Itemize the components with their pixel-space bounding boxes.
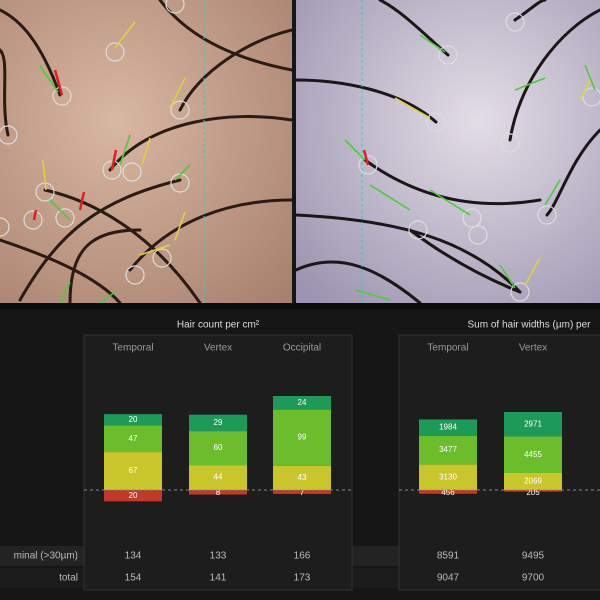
category-label: Occipital [283, 343, 321, 354]
row-value: 9700 [522, 573, 545, 584]
row-value: 166 [294, 551, 311, 562]
segment-label: 24 [298, 398, 307, 407]
segment-label: 456 [441, 488, 455, 497]
bar-segment [189, 490, 247, 495]
category-label: Temporal [427, 343, 468, 354]
bar-segment [504, 490, 562, 492]
segment-label: 2069 [524, 477, 542, 486]
segment-label: 43 [298, 473, 307, 482]
bar-segment [104, 425, 162, 453]
bar-segment [419, 419, 477, 436]
bar-segment [273, 490, 331, 494]
bar-segment [419, 490, 477, 494]
bar-segment [104, 490, 162, 502]
scalp-image-right [296, 0, 600, 303]
scalp-image-left [0, 0, 292, 303]
bar-segment [189, 431, 247, 466]
segment-label: 44 [214, 473, 223, 482]
bar-segment [104, 414, 162, 426]
chart-title: Hair count per cm² [177, 320, 260, 331]
row-value: 134 [125, 551, 142, 562]
row-value: 9047 [437, 573, 460, 584]
bar-segment [419, 435, 477, 465]
bar-segment [104, 452, 162, 490]
bar-segment [419, 464, 477, 490]
segment-label: 3477 [439, 445, 457, 454]
bar-segment [273, 409, 331, 466]
segment-label: 8 [216, 488, 221, 497]
category-label: Vertex [519, 343, 547, 354]
category-label: Vertex [204, 343, 232, 354]
segment-label: 205 [526, 488, 540, 497]
segment-label: 99 [298, 433, 307, 442]
row-value: 154 [125, 573, 142, 584]
row-value: 173 [294, 573, 311, 584]
category-label: Temporal [112, 343, 153, 354]
segment-label: 29 [214, 418, 223, 427]
segment-label: 7 [300, 488, 305, 497]
bar-segment [189, 465, 247, 490]
segment-label: 47 [129, 434, 138, 443]
charts: Hair count per cm² Temporal 20 67 47 20 Vertex… [0, 320, 600, 591]
divider [0, 303, 600, 309]
row-value: 141 [210, 573, 227, 584]
row-value: 9495 [522, 551, 545, 562]
bar-segment [504, 412, 562, 437]
row-value: 133 [210, 551, 227, 562]
segment-label: 20 [129, 491, 138, 500]
segment-label: 1984 [439, 423, 457, 432]
bar-segment [189, 414, 247, 432]
chart-title: Sum of hair widths (µm) per [467, 320, 591, 331]
row-value: 8591 [437, 551, 460, 562]
row-label: total [59, 573, 78, 584]
bar-segment [504, 473, 562, 490]
segment-label: 20 [129, 415, 138, 424]
segment-label: 60 [214, 443, 223, 452]
bar-segment [504, 436, 562, 474]
segment-label: 2971 [524, 419, 542, 428]
bar-segment [273, 396, 331, 410]
row-label: minal (>30µm) [14, 551, 78, 562]
bar-segment [273, 465, 331, 490]
segment-label: 3130 [439, 472, 457, 481]
segment-label: 67 [129, 466, 138, 475]
segment-label: 4455 [524, 450, 542, 459]
